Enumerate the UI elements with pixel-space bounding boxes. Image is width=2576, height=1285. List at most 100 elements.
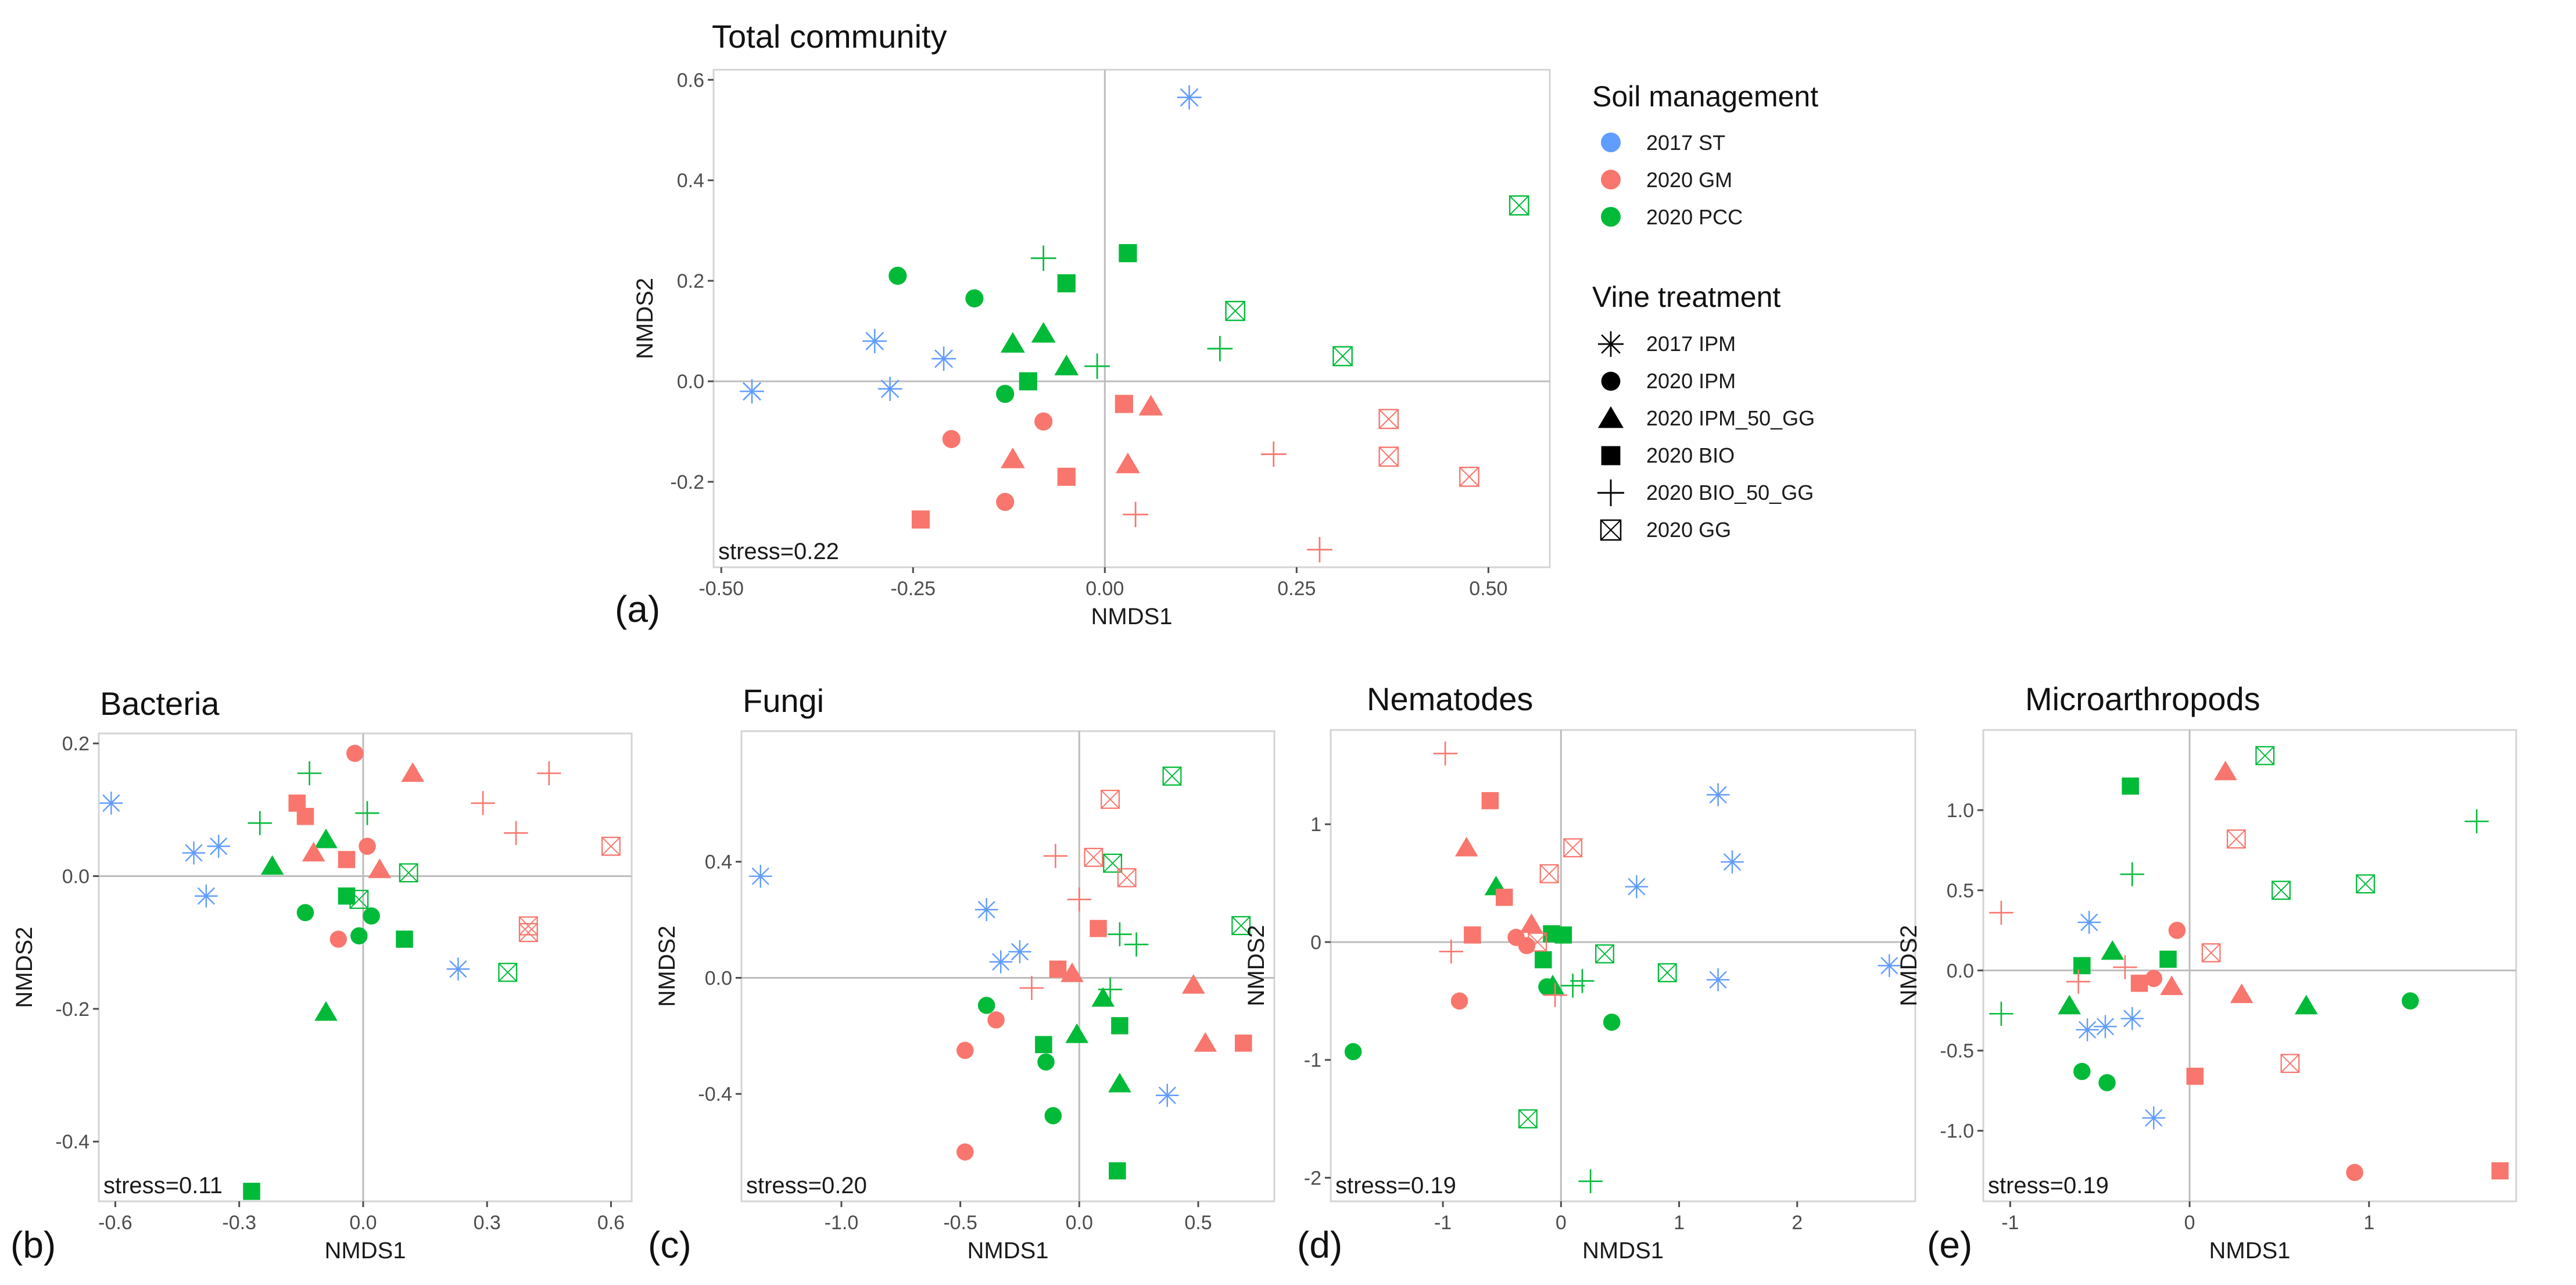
data-point-boxed-x — [1657, 963, 1677, 983]
data-point-triangle — [1520, 913, 1543, 933]
data-point-square — [2130, 975, 2148, 992]
data-point-square — [1111, 1017, 1128, 1035]
y-tick-label: -2 — [1304, 1167, 1321, 1189]
y-tick-label: 1 — [1310, 814, 1321, 836]
data-point-triangle — [1181, 974, 1205, 994]
x-tick-label: 1 — [1674, 1212, 1685, 1234]
plot-frame — [712, 69, 1551, 568]
data-point-circle — [2168, 922, 2186, 939]
x-tick-label: 0.5 — [1184, 1212, 1212, 1234]
data-point-boxed-x — [601, 836, 621, 856]
y-tick-label: 0 — [1310, 932, 1321, 954]
data-point-asterisk — [974, 898, 998, 921]
legend-management-item: 2020 GM — [1601, 168, 1732, 192]
data-point-circle — [1450, 992, 1468, 1010]
points-layer — [99, 744, 621, 1200]
data-point-square — [1481, 792, 1499, 810]
data-point-boxed-x — [1378, 409, 1399, 429]
data-point-plus — [1560, 973, 1585, 998]
data-point-plus — [1260, 441, 1287, 467]
x-tick-label: -1 — [1434, 1212, 1452, 1234]
legend-triangle-icon — [1597, 406, 1624, 428]
x-tick-label: 2 — [1792, 1212, 1803, 1234]
panel-title: Fungi — [743, 682, 824, 719]
data-point-triangle — [368, 858, 392, 878]
legend-label-2020-gm: 2020 GM — [1646, 168, 1732, 192]
data-point-plus — [537, 761, 561, 786]
data-point-boxed-x — [1162, 766, 1182, 786]
data-point-square — [1090, 919, 1107, 937]
data-point-plus — [1084, 353, 1110, 379]
data-point-asterisk — [931, 346, 956, 371]
data-point-boxed-x — [498, 962, 518, 982]
data-point-plus — [1043, 844, 1068, 868]
panel-letter: (a) — [615, 588, 660, 630]
x-tick-label: 0.50 — [1469, 578, 1507, 600]
legend-management-title: Soil management — [1592, 80, 1818, 113]
data-point-plus — [355, 801, 379, 825]
x-tick-label: -1.0 — [825, 1212, 859, 1234]
data-point-square — [1057, 274, 1076, 293]
data-point-triangle — [314, 828, 338, 849]
legend-treatment-items: 2017 IPM 2020 IPM 2020 IPM_50_GG 2020 BI… — [1597, 331, 1815, 542]
panel-total-community: -0.50 -0.25 0.00 0.25 0.50 -0.2 0.0 0.2 0.4 0.6 NM… — [615, 18, 1551, 630]
y-tick-label: -1.0 — [1940, 1121, 1974, 1143]
panels-layer: -0.50 -0.25 0.00 0.25 0.50-0.20.00.20.40.6NM… — [10, 18, 2517, 1266]
legend-plus-icon — [1597, 479, 1624, 506]
legend-circle-icon — [1601, 371, 1621, 391]
data-point-triangle — [2160, 975, 2184, 996]
data-point-circle — [346, 744, 364, 763]
stress-annotation: stress=0.19 — [1988, 1173, 2109, 1198]
data-point-square — [1235, 1035, 1252, 1052]
data-point-triangle — [1115, 452, 1140, 474]
x-axis-label: NMDS1 — [2209, 1238, 2290, 1263]
data-point-plus — [1578, 1169, 1603, 1194]
legend-swatch-2020-gm — [1601, 170, 1621, 189]
data-point-asterisk — [99, 792, 123, 815]
data-point-circle — [956, 1143, 974, 1161]
data-point-boxed-x — [1563, 838, 1583, 858]
data-point-triangle — [1065, 1023, 1089, 1043]
data-point-boxed-x — [1332, 346, 1353, 367]
panel-title: Microarthropods — [2025, 681, 2260, 717]
x-axis-label: NMDS1 — [324, 1238, 406, 1263]
data-point-circle — [1518, 937, 1536, 954]
data-point-triangle — [2230, 983, 2253, 1003]
data-point-square — [2073, 957, 2091, 975]
x-tick-label: 1 — [2363, 1212, 2374, 1234]
data-point-boxed-x — [2255, 746, 2275, 765]
data-point-square — [243, 1183, 260, 1200]
legend-label-2020-ipm: 2020 IPM — [1646, 369, 1736, 393]
legend-label-2020-gg: 2020 GG — [1646, 518, 1731, 542]
x-tick-label: 0.0 — [1066, 1212, 1093, 1234]
data-point-boxed-x — [1103, 853, 1123, 873]
data-point-circle — [2402, 992, 2419, 1010]
data-point-asterisk — [2142, 1106, 2166, 1130]
data-point-boxed-x — [1518, 1109, 1538, 1129]
data-point-circle — [359, 837, 376, 855]
data-point-square — [1535, 951, 1552, 969]
data-point-circle — [2098, 1074, 2116, 1091]
data-point-plus — [248, 811, 272, 835]
data-point-square — [1109, 1162, 1126, 1180]
legend-label-2017-st: 2017 ST — [1646, 131, 1725, 155]
data-point-boxed-x — [1528, 932, 1547, 952]
data-point-boxed-x — [1117, 868, 1137, 887]
plot-frame — [98, 732, 633, 1202]
panel-microarthropods: -1 0 1 -1.0 -0.5 0.0 0.5 1.0 NMDS1 NMDS2 Microarth… — [1896, 681, 2517, 1266]
data-point-circle — [296, 904, 314, 922]
data-point-triangle — [1031, 321, 1056, 343]
stress-annotation: stress=0.11 — [103, 1173, 223, 1198]
legend-swatch-2017-st — [1601, 133, 1621, 152]
data-point-plus — [1989, 900, 2013, 925]
panel-title: Bacteria — [100, 685, 220, 722]
data-point-square — [2186, 1068, 2204, 1085]
panel-title: Total community — [712, 18, 947, 55]
x-tick-label: -0.6 — [98, 1212, 132, 1234]
plot-frame — [740, 730, 1276, 1202]
data-point-asterisk — [446, 957, 470, 981]
data-point-triangle — [2101, 940, 2124, 960]
data-point-square — [2122, 777, 2139, 795]
data-point-boxed-x — [399, 863, 418, 883]
data-point-circle — [329, 930, 347, 948]
